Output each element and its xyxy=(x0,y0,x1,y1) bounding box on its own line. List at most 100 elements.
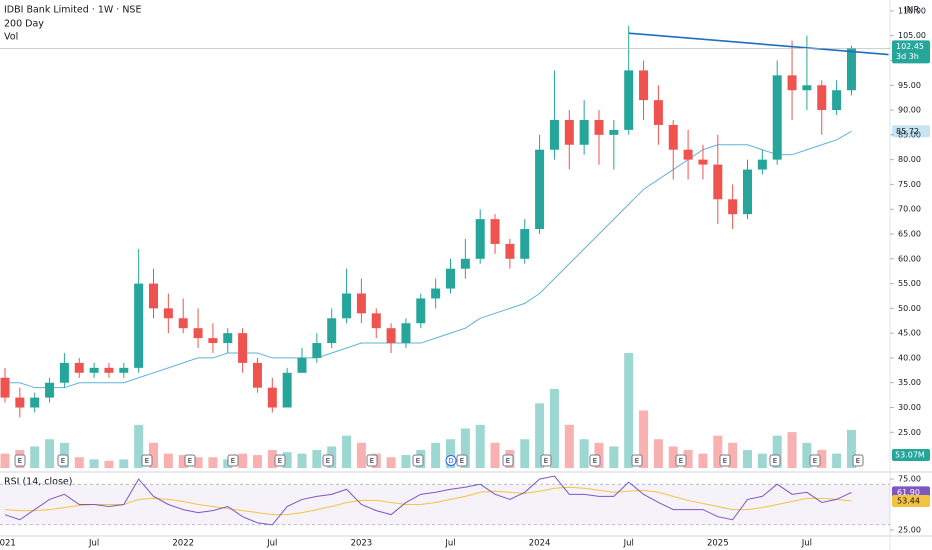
candle-body xyxy=(594,119,604,135)
volume-bar xyxy=(74,457,84,468)
y-tick-label: 110.00 xyxy=(898,6,926,15)
earnings-icon xyxy=(769,454,781,467)
candle-body xyxy=(728,199,738,215)
candle-body xyxy=(624,70,634,130)
volume-bar xyxy=(282,452,292,468)
volume-bar xyxy=(846,429,856,468)
x-tick-label: 2024 xyxy=(529,539,551,549)
earnings-marker: E xyxy=(593,457,597,465)
volume-bar xyxy=(238,453,248,468)
volume-value-label: 53.07M xyxy=(895,451,925,460)
candle-body xyxy=(490,219,500,244)
candle-body xyxy=(371,313,381,329)
candle-body xyxy=(832,90,842,111)
rsi-legend: RSI (14, close) xyxy=(4,477,72,488)
candle-body xyxy=(327,318,337,344)
y-tick-label: 65.00 xyxy=(898,229,921,238)
earnings-icon xyxy=(675,454,687,467)
volume-bar xyxy=(208,457,218,468)
candle-body xyxy=(193,328,203,339)
y-tick-label: 105.00 xyxy=(898,31,926,40)
volume-bar xyxy=(252,455,262,468)
earnings-icon xyxy=(589,454,601,467)
earnings-icon xyxy=(184,454,196,467)
earnings-icon xyxy=(502,454,514,467)
rsi-tick-label: 25.00 xyxy=(898,525,921,534)
volume-bar xyxy=(386,457,396,468)
volume-bar xyxy=(639,410,649,468)
countdown-label: 3d 3h xyxy=(896,52,919,61)
y-tick-label: 85.00 xyxy=(898,130,921,139)
earnings-icon xyxy=(809,454,821,467)
earnings-icon xyxy=(141,454,153,467)
candle-body xyxy=(698,159,708,165)
volume-bar xyxy=(431,442,441,468)
ma-value-label: 85.72 xyxy=(896,127,919,136)
candle-body xyxy=(267,387,277,408)
volume-bar xyxy=(535,403,545,468)
x-tick-label: Jul xyxy=(623,539,634,549)
earnings-marker: E xyxy=(416,457,420,465)
earnings-marker: E xyxy=(145,457,149,465)
volume-bar xyxy=(520,439,530,468)
volume-bar xyxy=(30,446,40,468)
trendline xyxy=(628,32,889,56)
earnings-marker: E xyxy=(326,457,330,465)
volume-bar xyxy=(802,442,812,468)
candle-body xyxy=(564,119,574,145)
volume-bar xyxy=(0,453,10,468)
earnings-icon xyxy=(719,454,731,467)
rsi-ma-line xyxy=(4,486,852,516)
x-tick-label: 2025 xyxy=(707,539,729,549)
volume-bar xyxy=(683,450,693,468)
candle-body xyxy=(134,283,144,368)
rsi-ma-value-label: 53.44 xyxy=(897,497,920,506)
volume-bar xyxy=(178,455,188,468)
candle-body xyxy=(149,283,158,309)
candle-body xyxy=(757,159,767,170)
volume-bar xyxy=(549,388,559,468)
candle-body xyxy=(460,258,470,269)
x-tick-label: Jul xyxy=(88,539,99,549)
earnings-marker: E xyxy=(723,457,727,465)
y-tick-label: 50.00 xyxy=(898,304,921,313)
candle-body xyxy=(683,149,693,160)
candle-body xyxy=(713,164,723,200)
x-tick-label: 2021 xyxy=(0,539,16,549)
volume-bar xyxy=(564,424,574,468)
earnings-icon xyxy=(631,454,643,467)
y-tick-label: 55.00 xyxy=(898,279,921,288)
candle-body xyxy=(401,323,411,344)
x-tick-label: 2023 xyxy=(351,539,373,549)
y-tick-label: 75.00 xyxy=(898,180,921,189)
candle-body xyxy=(802,85,812,91)
volume-bar xyxy=(297,453,307,468)
candle-body xyxy=(15,397,25,408)
ma-line xyxy=(5,130,852,389)
volume-bar xyxy=(475,424,485,468)
volume-bar xyxy=(772,435,782,468)
earnings-marker: E xyxy=(370,457,374,465)
candle-body xyxy=(89,367,99,373)
candle-body xyxy=(45,382,55,398)
candle-body xyxy=(772,75,782,160)
earnings-icon xyxy=(322,454,334,467)
volume-bar xyxy=(89,459,99,468)
last-price-label: 102.45 xyxy=(896,42,924,51)
volume-bar xyxy=(490,442,500,468)
earnings-marker: E xyxy=(61,457,65,465)
volume-bar xyxy=(356,442,366,468)
candle-body xyxy=(74,362,84,373)
earnings-marker: E xyxy=(635,457,639,465)
y-tick-label: 40.00 xyxy=(898,353,921,362)
y-tick-label: 95.00 xyxy=(898,81,921,90)
x-tick-label: Jul xyxy=(801,539,812,549)
rsi-ma-tag xyxy=(892,495,930,508)
volume-bar xyxy=(832,453,842,468)
volume-bar xyxy=(713,435,723,468)
candle-body xyxy=(668,124,678,150)
earnings-marker: E xyxy=(813,457,817,465)
candle-body xyxy=(356,293,366,314)
volume-bar xyxy=(624,353,634,468)
